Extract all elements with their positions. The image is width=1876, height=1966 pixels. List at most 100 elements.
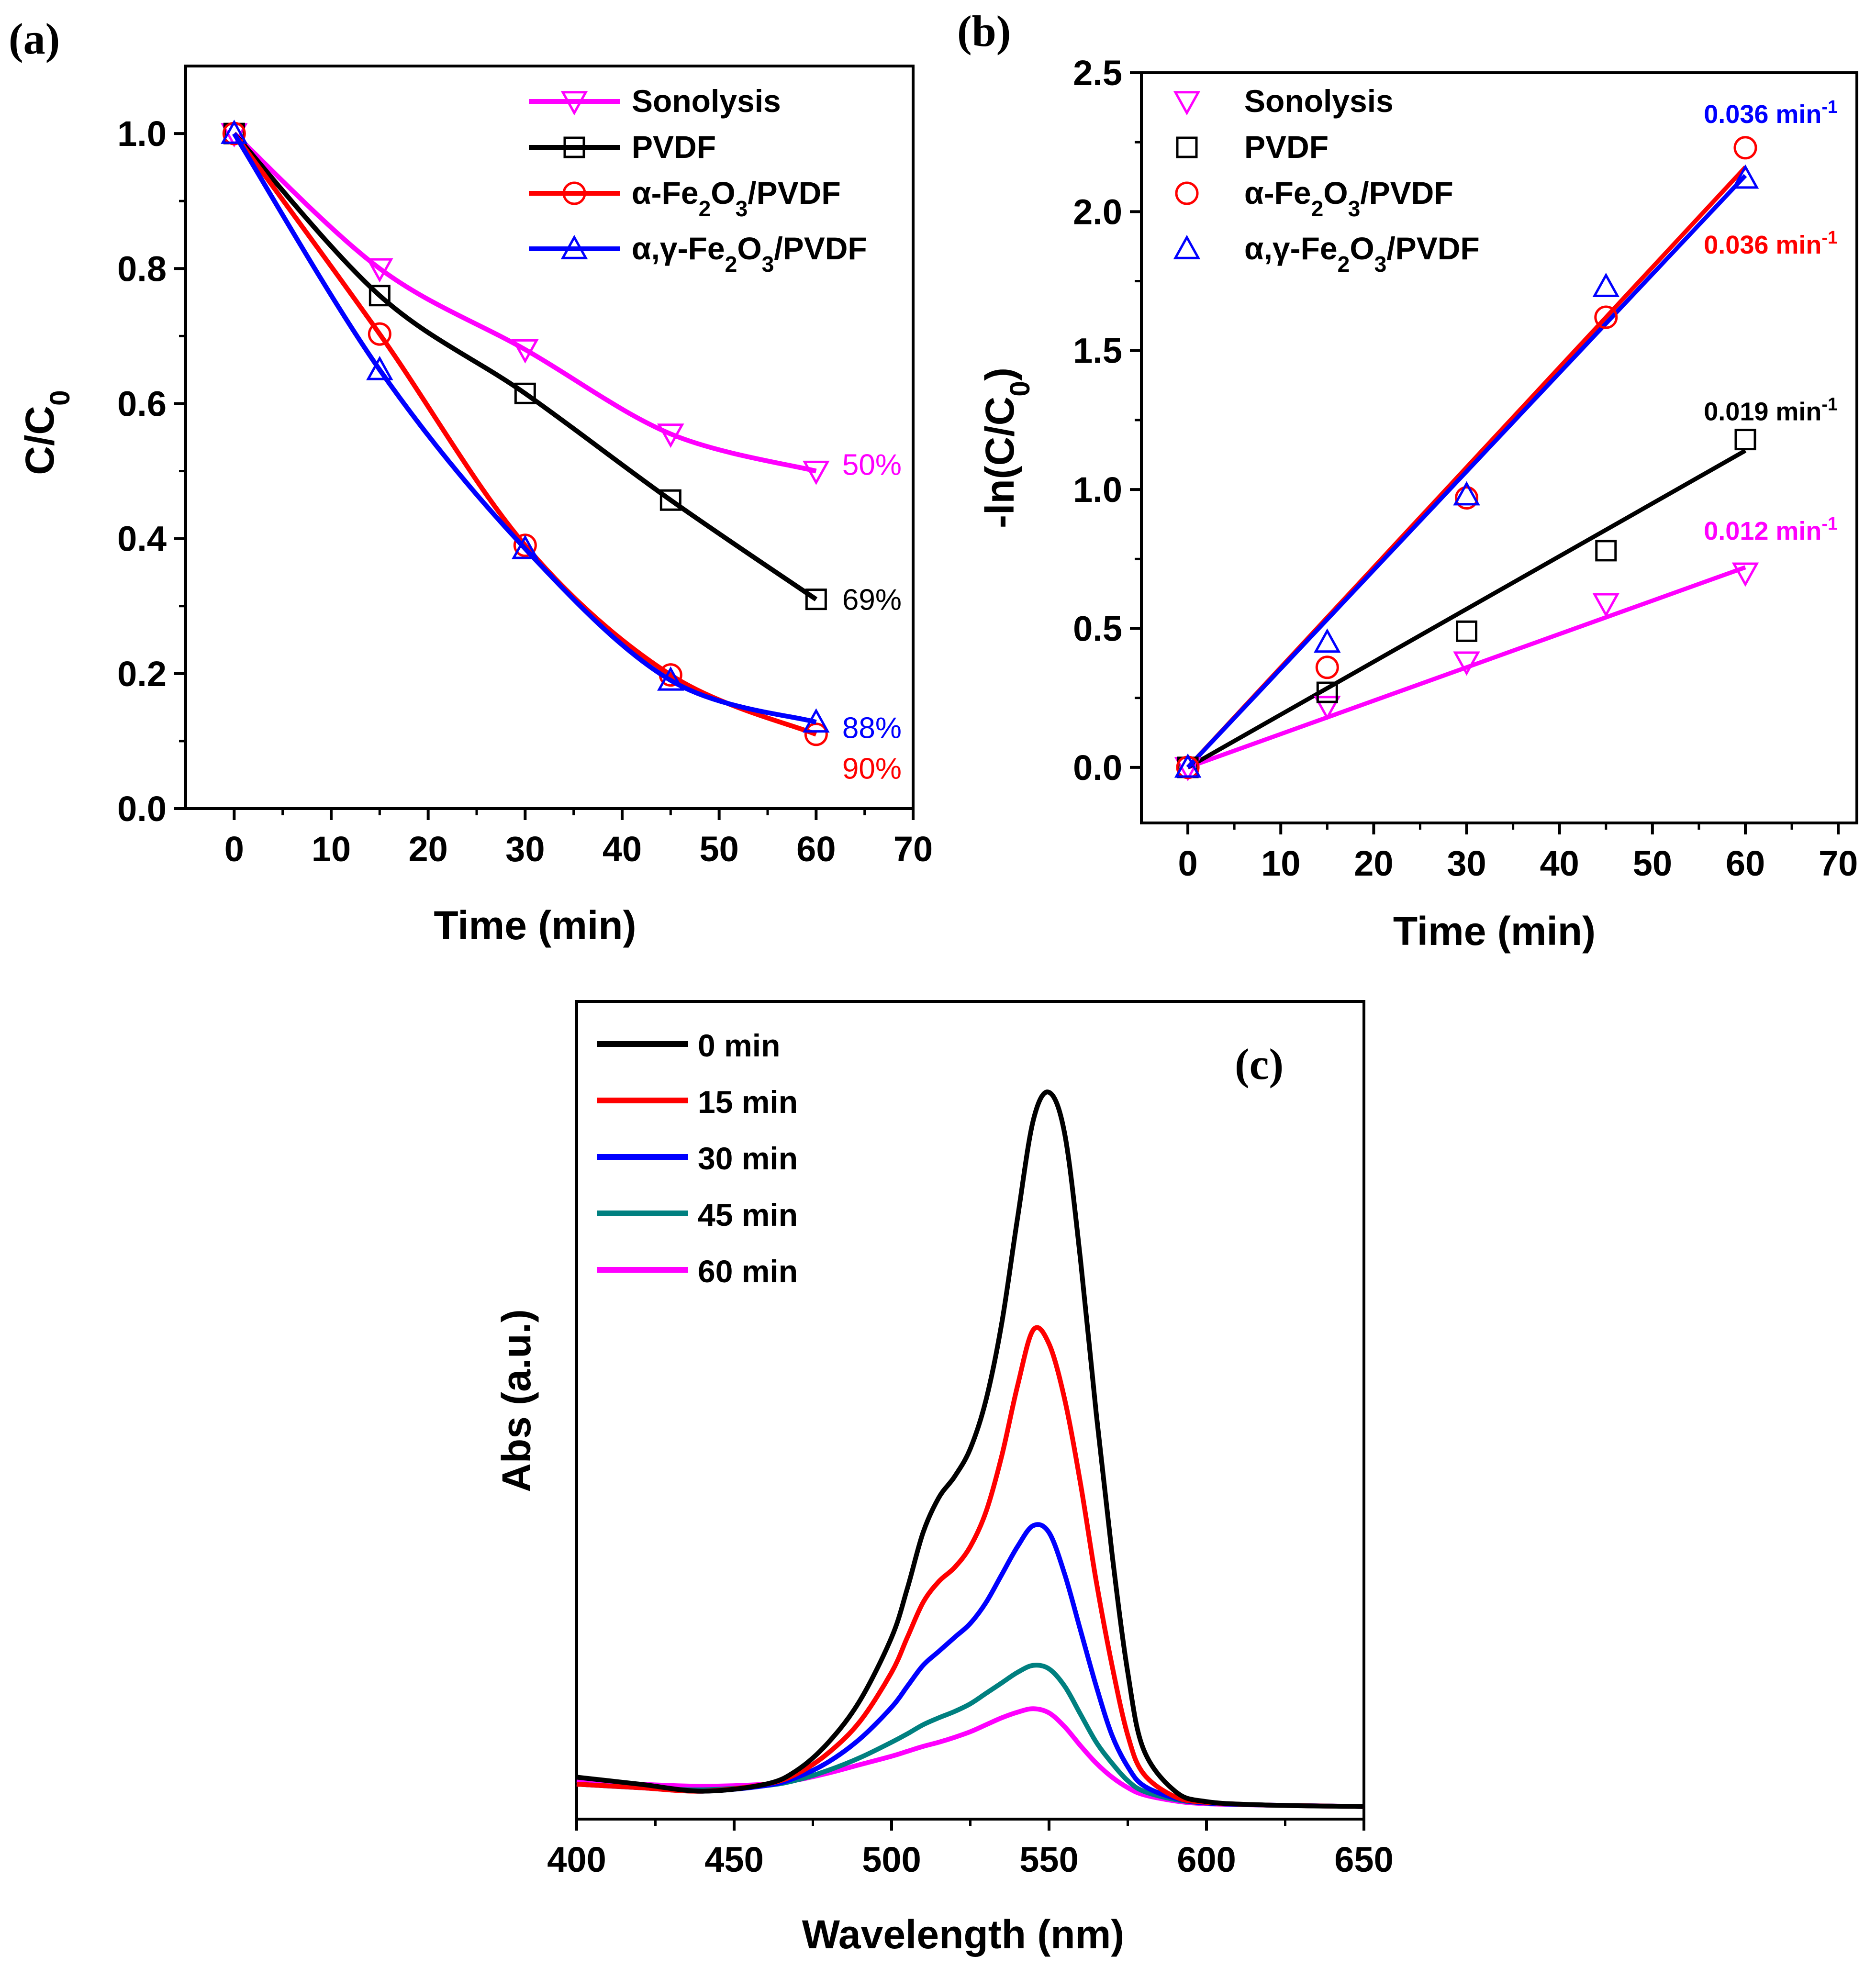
x-tick-label: 20 [1354,844,1393,883]
legend-label: α,γ-Fe2O3/PVDF [632,231,867,277]
legend-label: Sonolysis [1244,83,1394,119]
data-point [366,258,393,283]
data-point [1733,136,1757,160]
chart-panel-c: 400 450 500 550 600 650 Wavelength (nm) Abs (a.… [494,1000,1394,1957]
series-line [232,132,817,737]
data-point [1592,273,1620,297]
rate-annotation: 0.019 min-1 [1704,395,1838,426]
x-tick-label: 30 [1447,844,1486,883]
series-line [232,132,818,601]
legend-label: 15 min [698,1084,798,1120]
legend-label: 45 min [698,1197,798,1233]
y-tick-label: 0.4 [117,519,167,559]
rate-annotation: 0.036 min-1 [1704,97,1838,129]
data-point [1734,429,1756,451]
x-tick-label: 40 [1540,844,1579,883]
data-point [1316,681,1338,703]
data-point [221,119,248,144]
fit-line [1187,565,1746,770]
plot-frame [1140,71,1858,824]
legend-label: 60 min [698,1254,798,1289]
x-tick-label: 30 [505,829,545,869]
rate-annotation: 0.012 min-1 [1704,514,1838,545]
spectrum-line [576,1089,1364,1809]
data-point [657,423,684,448]
x-tick-label: 550 [1019,1840,1078,1879]
x-tick-label: 60 [1726,844,1765,883]
plot-frame [184,65,915,810]
data-point [512,534,539,559]
data-point [1731,164,1759,189]
y-tick-label: 0.0 [1073,748,1122,788]
fit-line [1186,448,1747,769]
x-tick-label: 0 [1178,844,1197,883]
data-point [1453,481,1480,506]
x-tick-label: 70 [893,829,933,869]
y-tick-label: 0.5 [1073,609,1122,648]
data-point [514,382,536,404]
x-axis-title: Time (min) [1393,909,1596,954]
panel-letter-b: (b) [957,7,1011,56]
spectrum-line [576,1325,1364,1809]
y-tick-label: 0.8 [117,249,167,289]
y-tick-label: 1.0 [1073,470,1122,510]
x-axis-title: Time (min) [434,903,636,948]
fit-line [1186,174,1747,769]
data-point [1456,620,1478,642]
data-point [368,322,391,346]
legend-marker [1173,91,1201,116]
spectrum-line [576,1522,1364,1809]
x-tick-label: 650 [1334,1840,1393,1879]
data-point [512,339,539,364]
x-tick-label: 450 [704,1840,763,1879]
y-tick-label: 0.2 [117,654,167,694]
percent-annotation: 69% [842,584,902,617]
data-point [805,589,827,611]
data-point [368,285,391,307]
data-point [657,666,684,691]
x-tick-label: 70 [1819,844,1858,883]
chart-panel-a: 0 10 20 30 40 50 60 70 0.0 0.2 0.4 0.6 0.8 1.0 Time (m… [17,65,933,948]
series-line [232,132,817,474]
x-tick-label: 60 [796,829,836,869]
data-point [1731,562,1759,587]
data-point [1174,753,1202,778]
y-tick-label: 2.5 [1073,53,1122,93]
percent-annotation: 50% [842,448,902,481]
x-tick-label: 10 [1261,844,1300,883]
y-axis-title: -ln(C/C0) [977,367,1036,528]
x-tick-label: 0 [224,829,244,869]
data-point [803,708,830,733]
percent-annotation: 88% [842,712,902,745]
chart-panel-b: 0 10 20 30 40 50 60 70 0.0 0.5 1.0 1.5 2.0 2.5 Time (m… [977,53,1858,954]
legend-label: Sonolysis [632,83,781,119]
legend-label: α-Fe2O3/PVDF [632,175,841,221]
y-axis-title: Abs (a.u.) [494,1309,539,1492]
x-tick-label: 50 [700,829,739,869]
legend-marker [560,91,588,116]
data-point [1455,486,1479,510]
legend-marker [563,136,585,158]
data-point [1315,655,1339,679]
y-tick-label: 0.0 [117,789,167,829]
y-tick-label: 1.0 [117,114,167,154]
x-tick-label: 500 [862,1840,921,1879]
x-tick-label: 50 [1633,844,1672,883]
legend-label: α-Fe2O3/PVDF [1244,175,1453,221]
data-point [659,489,681,511]
data-point [1595,540,1617,562]
legend-label: 0 min [698,1028,780,1063]
legend-marker [1175,181,1199,205]
data-point [1314,696,1341,721]
data-point [1453,651,1480,676]
x-tick-label: 40 [603,829,642,869]
legend-label: α,γ-Fe2O3/PVDF [1244,231,1480,277]
panel-letter-c: (c) [1235,1040,1284,1089]
x-tick-label: 600 [1177,1840,1236,1879]
rate-annotation: 0.036 min-1 [1704,228,1838,259]
x-tick-label: 10 [312,829,351,869]
plot-frame [575,1000,1365,1821]
y-tick-label: 0.6 [117,384,167,423]
y-tick-label: 1.5 [1073,331,1122,371]
y-axis-title: C/C0 [17,390,76,475]
